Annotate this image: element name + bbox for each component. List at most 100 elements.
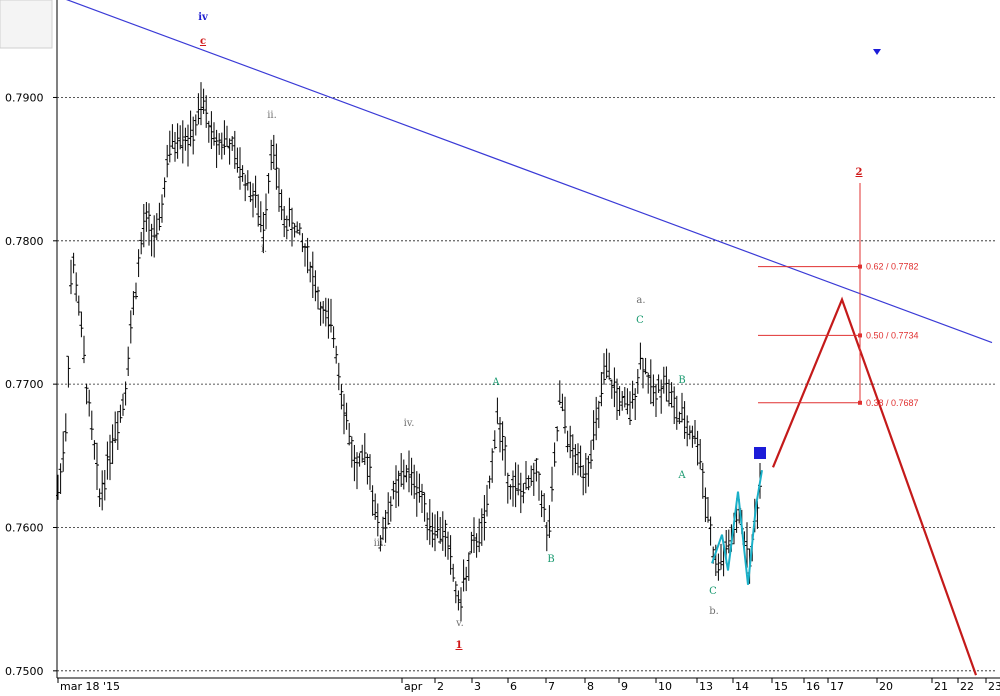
- ohlc-bar: [365, 453, 370, 485]
- ohlc-bar: [524, 460, 528, 490]
- x-tick-label: mar 18 '15: [60, 680, 120, 693]
- ohlc-bar: [573, 444, 578, 474]
- b-dot-wave-label: b.: [709, 606, 719, 617]
- ohlc-bar: [186, 124, 190, 167]
- ohlc-bar: [303, 243, 307, 267]
- ohlc-bar: [316, 286, 320, 310]
- ohlc-bar: [586, 455, 591, 487]
- ohlc-bar: [66, 355, 71, 388]
- ohlc-bar: [305, 237, 310, 274]
- ohlc-bar: [539, 490, 544, 518]
- b-wave-label: B: [547, 554, 554, 565]
- x-tick-label: 22: [960, 680, 974, 693]
- ohlc-bar: [690, 425, 695, 448]
- ohlc-bar: [243, 174, 248, 202]
- ohlc-bar: [633, 388, 638, 421]
- ohlc-bar: [693, 419, 697, 445]
- y-tick-label: 0.7700: [5, 378, 44, 391]
- ohlc-bar: [464, 566, 469, 592]
- ohlc-bar: [152, 215, 157, 258]
- x-tick-label: 13: [699, 680, 713, 693]
- wave-1-label: 1: [456, 640, 463, 651]
- ohlc-bar: [677, 411, 682, 425]
- v-wave-label: v.: [455, 618, 464, 629]
- ohlc-bar: [290, 207, 294, 247]
- ohlc-bar: [154, 213, 159, 241]
- ohlc-bar: [141, 204, 146, 248]
- ohlc-bar: [583, 453, 588, 494]
- ohlc-bar: [505, 472, 510, 504]
- ohlc-bar: [386, 492, 391, 525]
- ohlc-bar: [381, 516, 385, 541]
- ohlc-bar: [131, 291, 136, 316]
- ohlc-bar: [615, 378, 619, 420]
- ohlc-bar: [560, 393, 565, 412]
- ohlc-bar: [199, 82, 203, 126]
- ohlc-bar: [425, 512, 430, 541]
- ohlc-bar: [157, 202, 162, 231]
- x-tick-label: 8: [587, 680, 594, 693]
- ohlc-bar: [118, 404, 123, 423]
- ohlc-bar: [469, 531, 474, 554]
- ohlc-bar: [342, 393, 346, 435]
- ohlc-bar: [578, 445, 583, 477]
- ohlc-bar: [334, 345, 339, 364]
- ohlc-bar: [123, 381, 128, 406]
- ohlc-bar: [568, 425, 573, 459]
- ohlc-bar: [331, 326, 336, 348]
- ohlc-bar: [201, 88, 206, 115]
- ohlc-bar: [214, 129, 219, 168]
- y-tick-label: 0.7500: [5, 665, 44, 678]
- ohlc-bar: [448, 535, 453, 575]
- x-tick-label: 16: [806, 680, 820, 693]
- ohlc-bar: [404, 464, 409, 483]
- ohlc-bar: [347, 422, 352, 446]
- ohlc-bar: [383, 509, 388, 543]
- a-wave-label-label: A: [677, 470, 686, 481]
- ohlc-bar: [266, 173, 271, 194]
- recent-wave-line: [711, 469, 763, 585]
- ohlc-bar: [287, 197, 292, 227]
- ohlc-bar: [344, 402, 349, 430]
- ohlc-bar: [612, 367, 617, 408]
- ohlc-bar: [664, 366, 669, 402]
- ohlc-bar: [518, 472, 523, 514]
- ohlc-bar: [222, 120, 227, 155]
- ohlc-bar: [516, 464, 521, 496]
- ohlc-bar: [706, 497, 710, 523]
- projection-path: [771, 296, 978, 676]
- ohlc-bar: [139, 231, 144, 255]
- ohlc-bar: [651, 374, 656, 407]
- ohlc-bar: [451, 563, 456, 582]
- ohlc-bar: [526, 475, 531, 491]
- ohlc-bar: [521, 483, 526, 504]
- ohlc-bar: [258, 201, 263, 233]
- ohlc-bar: [646, 372, 651, 394]
- ohlc-bar: [56, 474, 60, 500]
- ohlc-bar: [620, 391, 625, 411]
- resistance-trendline: [66, 0, 993, 344]
- ohlc-bar: [71, 252, 76, 274]
- ohlc-bar: [630, 380, 635, 409]
- ohlc-bar: [378, 535, 383, 552]
- ohlc-bar: [261, 212, 266, 254]
- ohlc-bar: [227, 138, 232, 165]
- ohlc-bar: [115, 411, 120, 450]
- ohlc-bar: [555, 426, 560, 442]
- ohlc-bar: [511, 470, 515, 507]
- ohlc-bar: [716, 553, 721, 581]
- ohlc-bar: [165, 144, 170, 178]
- x-tick-label: 14: [735, 680, 749, 693]
- fib-level-marker: [858, 264, 862, 269]
- ohlc-bar: [599, 371, 604, 407]
- ohlc-bar: [105, 441, 110, 480]
- ohlc-bar: [672, 386, 677, 425]
- ohlc-bar: [472, 517, 476, 553]
- ohlc-bar: [375, 503, 380, 537]
- ohlc-bar: [531, 462, 536, 496]
- ohlc-bar: [438, 517, 443, 544]
- ohlc-bar: [240, 165, 245, 182]
- ohlc-bar: [183, 127, 188, 151]
- fib-level-label: 0.50 / 0.7734: [866, 330, 919, 340]
- current-price-marker: [754, 447, 766, 459]
